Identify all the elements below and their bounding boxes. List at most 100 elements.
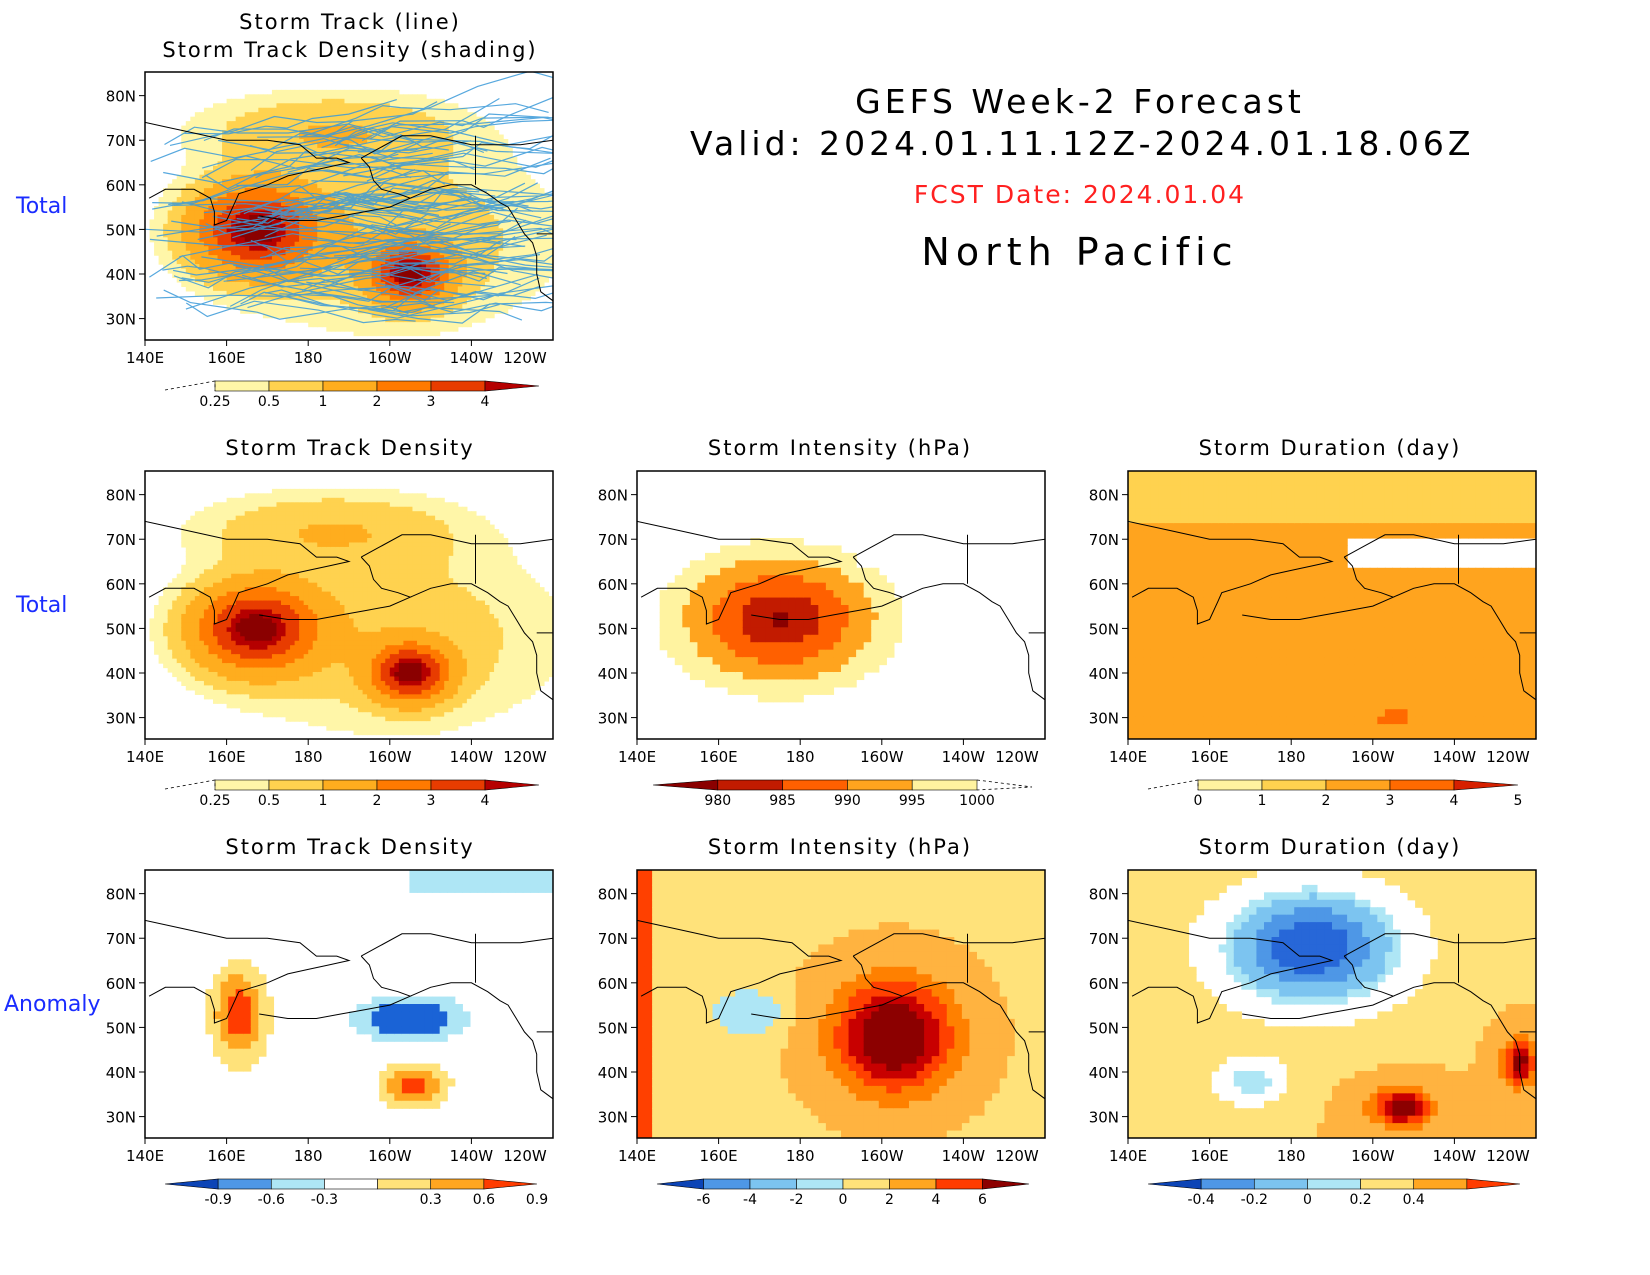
heatmap-field — [637, 520, 1045, 703]
lon-tick-label: 160E — [700, 1147, 738, 1165]
map-panel-density-anomaly: 80N 70N 60N 50N 40N 30N 140E 160E 180 160W 140W 120… — [106, 869, 554, 1165]
lat-tick-label: 60N — [1089, 576, 1119, 594]
lat-tick-label: 60N — [1089, 975, 1119, 993]
colorbar-segment — [322, 380, 378, 392]
lon-tick-label: 140W — [1433, 748, 1477, 766]
colorbar-segment — [1325, 779, 1391, 791]
lon-tick-label: 160W — [860, 748, 904, 766]
colorbar-label: 0.3 — [420, 1192, 442, 1208]
map-panel-duration-total: 80N 70N 60N 50N 40N 30N 140E 160E 180 160W 140W 120… — [1089, 470, 1537, 766]
colorbar-label: -0.6 — [258, 1192, 285, 1208]
lat-tick-label: 30N — [106, 1109, 136, 1127]
map-frame — [144, 71, 554, 341]
lat-tick-label: 40N — [106, 266, 136, 284]
lon-tick-label: 160E — [208, 1147, 246, 1165]
colorbar-end — [1453, 779, 1519, 791]
lon-tick-label: 160E — [700, 748, 738, 766]
colorbar-end — [484, 779, 540, 791]
colorbar-segment — [935, 1178, 983, 1190]
colorbar-label: 1000 — [959, 793, 995, 809]
colorbar-dashed-end — [976, 779, 1033, 791]
lat-tick-label: 70N — [598, 531, 628, 549]
coastline — [637, 919, 1045, 1100]
colorbar-dashed-end — [164, 380, 216, 391]
colorbar-segment — [214, 380, 270, 392]
colorbar-label: 0.5 — [258, 793, 280, 809]
panel-title-duration-anomaly: Storm Duration (day) — [1198, 835, 1462, 859]
colorbar-segment — [889, 1178, 937, 1190]
lat-tick-label: 70N — [598, 930, 628, 948]
colorbar-end — [982, 1178, 1030, 1190]
lat-tick-label: 70N — [1089, 930, 1119, 948]
colorbar-label: 1 — [319, 793, 328, 809]
colorbar-end — [483, 1178, 538, 1190]
colorbar-label: 0.2 — [1349, 1192, 1371, 1208]
lat-tick-label: 80N — [106, 487, 136, 505]
colorbar-segment — [842, 1178, 890, 1190]
colorbar-label: 4 — [1450, 793, 1459, 809]
lon-tick-label: 180 — [786, 1147, 815, 1165]
colorbar-storm-track-total: 0.25 0.5 1 2 3 4 — [164, 380, 540, 410]
map-frame — [1127, 470, 1537, 740]
map-panel-storm-track-total: 80N 70N 60N 50N 40N 30N 140E 160E 180 160W 140W 120… — [106, 71, 554, 367]
lon-tick-label: 180 — [1277, 1147, 1306, 1165]
lon-tick-label: 140E — [126, 1147, 164, 1165]
lat-tick-label: 60N — [106, 576, 136, 594]
colorbar-segment — [322, 779, 378, 791]
row-label-top: Total — [16, 194, 68, 219]
lon-tick-label: 180 — [294, 349, 323, 367]
lon-tick-label: 120W — [995, 748, 1039, 766]
lat-tick-label: 70N — [1089, 531, 1119, 549]
colorbar-duration-total: 0 1 2 3 4 5 — [1147, 779, 1522, 809]
colorbar-label: 2 — [1322, 793, 1331, 809]
lat-tick-label: 30N — [106, 710, 136, 728]
colorbar-label: 0.4 — [1403, 1192, 1425, 1208]
colorbar-label: 985 — [769, 793, 796, 809]
colorbar-label: 0 — [839, 1192, 848, 1208]
lon-tick-label: 140W — [450, 748, 494, 766]
lon-tick-label: 120W — [503, 748, 547, 766]
lon-tick-label: 140W — [942, 1147, 986, 1165]
lat-tick-label: 60N — [598, 975, 628, 993]
colorbar-label: 2 — [885, 1192, 894, 1208]
lat-tick-label: 70N — [106, 531, 136, 549]
colorbar-segment — [430, 380, 486, 392]
lat-tick-label: 40N — [598, 665, 628, 683]
map-panel-intensity-anomaly: 80N 70N 60N 50N 40N 30N 140E 160E 180 160W 140W 120… — [598, 869, 1046, 1165]
colorbar-label: 0 — [1194, 793, 1203, 809]
panel-title-intensity-total: Storm Intensity (hPa) — [707, 436, 973, 460]
lat-tick-label: 40N — [1089, 665, 1119, 683]
lon-tick-label: 120W — [503, 349, 547, 367]
colorbar-segment — [717, 779, 783, 791]
region-name: North Pacific — [921, 230, 1239, 274]
lon-tick-label: 180 — [294, 1147, 323, 1165]
map-frame — [144, 470, 554, 740]
map-frame — [636, 470, 1046, 740]
colorbar-end — [484, 380, 540, 392]
colorbar-segment — [430, 1178, 485, 1190]
colorbar-segment — [1197, 779, 1263, 791]
lat-tick-label: 60N — [598, 576, 628, 594]
colorbar-segment — [376, 380, 432, 392]
heatmap-field — [1128, 870, 1536, 1138]
colorbar-label: 6 — [978, 1192, 987, 1208]
colorbar-intensity-total: 980 985 990 995 1000 — [652, 779, 1033, 809]
colorbar-density-anomaly: -0.9 -0.6 -0.3 0.3 0.6 0.9 — [164, 1178, 548, 1208]
colorbar-segment — [268, 380, 324, 392]
colorbar-segment — [214, 779, 270, 791]
lat-tick-label: 50N — [1089, 1019, 1119, 1037]
lat-tick-label: 50N — [106, 620, 136, 638]
lat-tick-label: 40N — [1089, 1064, 1119, 1082]
panel-title-density-total: Storm Track Density — [225, 436, 475, 460]
coastline — [145, 121, 553, 302]
colorbar-end — [652, 779, 719, 791]
colorbar-label: 995 — [899, 793, 926, 809]
lat-tick-label: 40N — [598, 1064, 628, 1082]
colorbar-segment — [377, 1178, 432, 1190]
colorbar-segment — [1307, 1178, 1361, 1190]
map-panel-density-total: 80N 70N 60N 50N 40N 30N 140E 160E 180 160W 140W 120… — [106, 470, 554, 766]
colorbar-segment — [1360, 1178, 1415, 1190]
lat-tick-label: 50N — [598, 620, 628, 638]
lat-tick-label: 80N — [598, 487, 628, 505]
colorbar-label: 0.9 — [526, 1192, 548, 1208]
